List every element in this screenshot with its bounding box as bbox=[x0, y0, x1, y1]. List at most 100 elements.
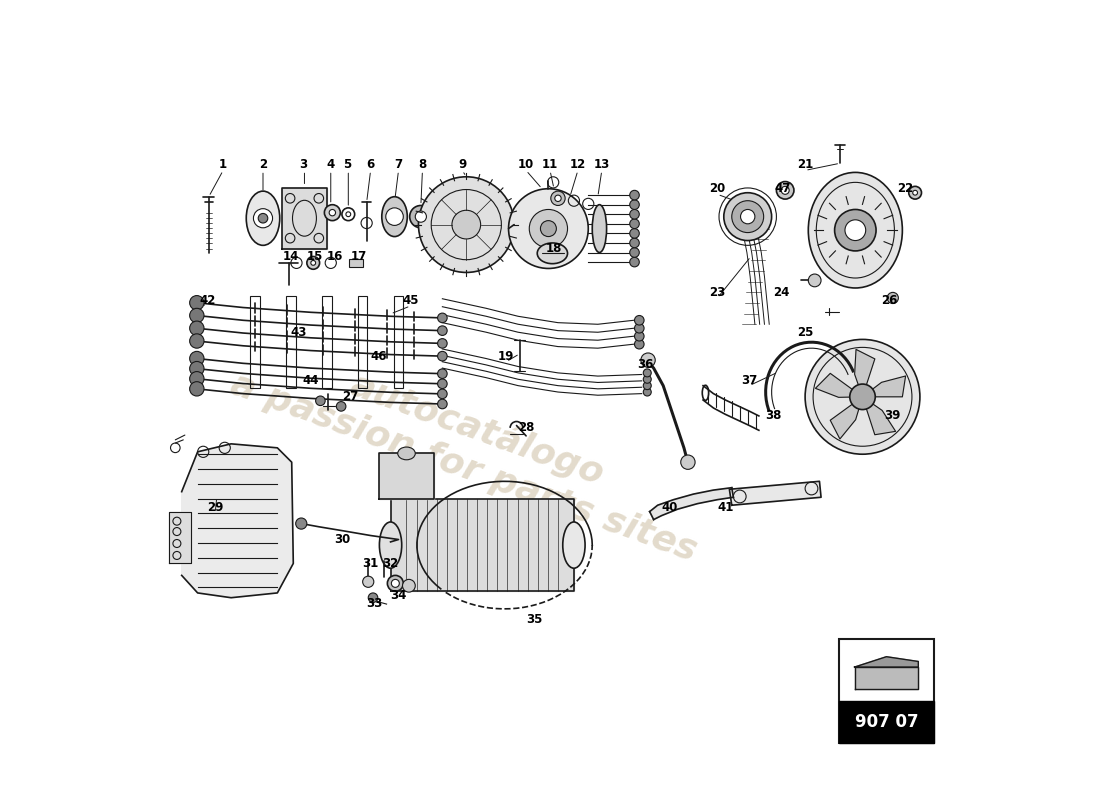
Ellipse shape bbox=[592, 205, 606, 253]
Circle shape bbox=[635, 323, 645, 333]
Circle shape bbox=[635, 315, 645, 325]
Circle shape bbox=[438, 313, 448, 322]
Text: 29: 29 bbox=[207, 501, 223, 514]
Text: 13: 13 bbox=[594, 158, 609, 171]
Text: 46: 46 bbox=[371, 350, 387, 362]
Text: 47: 47 bbox=[774, 182, 791, 195]
Text: 15: 15 bbox=[307, 250, 323, 263]
Circle shape bbox=[850, 384, 876, 410]
Text: 6: 6 bbox=[366, 158, 375, 171]
Text: 907 07: 907 07 bbox=[855, 713, 918, 731]
Text: 7: 7 bbox=[395, 158, 403, 171]
Circle shape bbox=[316, 396, 326, 406]
Text: 37: 37 bbox=[741, 374, 758, 386]
Circle shape bbox=[629, 248, 639, 258]
Circle shape bbox=[337, 402, 345, 411]
Circle shape bbox=[418, 177, 514, 273]
Polygon shape bbox=[815, 374, 862, 398]
Circle shape bbox=[681, 455, 695, 470]
Bar bbox=[394, 296, 404, 388]
Circle shape bbox=[189, 321, 204, 335]
Circle shape bbox=[189, 295, 204, 310]
Text: 9: 9 bbox=[459, 158, 466, 171]
Circle shape bbox=[438, 389, 448, 398]
Circle shape bbox=[845, 220, 866, 241]
Circle shape bbox=[629, 219, 639, 229]
Ellipse shape bbox=[246, 191, 279, 246]
Text: 45: 45 bbox=[403, 294, 419, 307]
Text: 17: 17 bbox=[351, 250, 366, 263]
Polygon shape bbox=[855, 667, 918, 689]
Text: 2: 2 bbox=[258, 158, 267, 171]
Circle shape bbox=[529, 210, 568, 248]
Circle shape bbox=[740, 210, 755, 224]
Text: 39: 39 bbox=[884, 410, 901, 422]
Circle shape bbox=[387, 575, 404, 591]
Ellipse shape bbox=[563, 522, 585, 568]
Text: 28: 28 bbox=[518, 422, 535, 434]
Text: 41: 41 bbox=[717, 501, 734, 514]
Polygon shape bbox=[169, 512, 191, 563]
Text: 5: 5 bbox=[342, 158, 351, 171]
Circle shape bbox=[189, 382, 204, 396]
Text: 32: 32 bbox=[383, 557, 398, 570]
Text: 31: 31 bbox=[363, 557, 378, 570]
Polygon shape bbox=[182, 444, 294, 598]
Text: 24: 24 bbox=[773, 286, 790, 299]
Text: 33: 33 bbox=[366, 597, 383, 610]
Text: 35: 35 bbox=[526, 613, 542, 626]
Circle shape bbox=[724, 193, 771, 241]
Polygon shape bbox=[390, 499, 574, 591]
Text: 40: 40 bbox=[661, 501, 678, 514]
Circle shape bbox=[438, 379, 448, 389]
Circle shape bbox=[189, 371, 204, 386]
Text: autocatálogo
a passion for parts sites: autocatálogo a passion for parts sites bbox=[226, 328, 715, 567]
Bar bbox=[286, 296, 296, 388]
Circle shape bbox=[777, 182, 794, 199]
Polygon shape bbox=[729, 482, 821, 506]
Text: 19: 19 bbox=[498, 350, 515, 362]
Text: 1: 1 bbox=[219, 158, 228, 171]
Circle shape bbox=[909, 186, 922, 199]
Text: 4: 4 bbox=[327, 158, 334, 171]
Bar bbox=[358, 296, 367, 388]
Circle shape bbox=[324, 205, 340, 221]
Circle shape bbox=[644, 382, 651, 390]
Circle shape bbox=[409, 206, 432, 228]
Circle shape bbox=[781, 186, 789, 194]
Text: 20: 20 bbox=[710, 182, 726, 195]
Text: 30: 30 bbox=[334, 533, 351, 546]
Circle shape bbox=[644, 375, 651, 383]
Polygon shape bbox=[378, 454, 434, 499]
Circle shape bbox=[805, 339, 920, 454]
Circle shape bbox=[189, 334, 204, 348]
Text: 14: 14 bbox=[283, 250, 299, 263]
Circle shape bbox=[635, 339, 645, 349]
Circle shape bbox=[438, 351, 448, 361]
Polygon shape bbox=[862, 397, 895, 434]
Circle shape bbox=[363, 576, 374, 587]
Bar bbox=[838, 702, 934, 743]
Circle shape bbox=[296, 518, 307, 529]
Bar bbox=[250, 296, 260, 388]
Circle shape bbox=[403, 579, 416, 592]
Polygon shape bbox=[282, 188, 327, 249]
Circle shape bbox=[641, 353, 656, 367]
Polygon shape bbox=[855, 350, 875, 397]
Text: 21: 21 bbox=[798, 158, 813, 171]
Circle shape bbox=[732, 201, 763, 233]
Circle shape bbox=[386, 208, 404, 226]
Text: 34: 34 bbox=[390, 589, 407, 602]
Circle shape bbox=[551, 191, 565, 206]
Circle shape bbox=[329, 210, 336, 216]
Text: 43: 43 bbox=[290, 326, 307, 338]
Circle shape bbox=[888, 292, 899, 303]
Circle shape bbox=[629, 229, 639, 238]
Text: 26: 26 bbox=[881, 294, 896, 307]
Circle shape bbox=[307, 257, 320, 270]
Text: 36: 36 bbox=[638, 358, 653, 370]
Text: 27: 27 bbox=[342, 390, 359, 402]
Text: 18: 18 bbox=[546, 242, 562, 255]
Circle shape bbox=[635, 331, 645, 341]
Circle shape bbox=[189, 362, 204, 376]
